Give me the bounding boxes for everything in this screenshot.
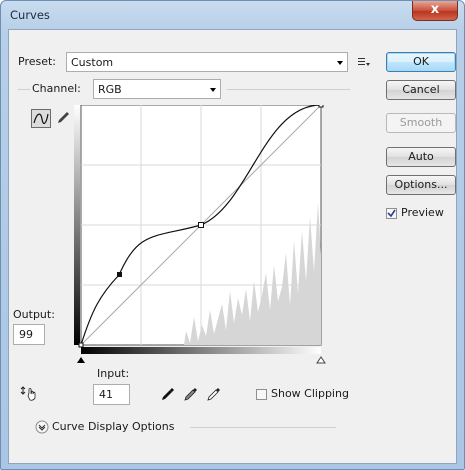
input-label: Input: bbox=[97, 367, 130, 380]
white-point-slider-icon[interactable] bbox=[316, 356, 326, 364]
close-icon: x bbox=[430, 2, 440, 17]
curve-point-tool-button[interactable] bbox=[31, 109, 51, 128]
targeted-adjustment-icon[interactable] bbox=[20, 385, 40, 403]
curve-display-options-line bbox=[190, 427, 336, 428]
preset-dropdown[interactable]: Custom bbox=[66, 52, 348, 72]
output-label: Output: bbox=[13, 308, 55, 321]
auto-button[interactable]: Auto bbox=[386, 147, 456, 167]
tone-curve[interactable] bbox=[80, 105, 322, 346]
curve-graph[interactable] bbox=[74, 105, 336, 395]
chevron-down-icon bbox=[337, 61, 343, 65]
input-gradient-bar bbox=[81, 347, 321, 354]
preview-label: Preview bbox=[401, 206, 444, 219]
input-field[interactable]: 41 bbox=[93, 384, 130, 405]
dialog-client-area: Preset: Custom Channel: RGB Output: bbox=[8, 29, 457, 464]
window-title: Curves bbox=[10, 8, 50, 22]
preset-menu-icon[interactable] bbox=[357, 56, 371, 68]
output-gradient-bar bbox=[74, 105, 80, 345]
show-clipping-checkbox[interactable] bbox=[256, 389, 267, 400]
channel-dropdown[interactable]: RGB bbox=[93, 79, 221, 99]
smooth-button[interactable]: Smooth bbox=[386, 113, 456, 133]
options-button[interactable]: Options... bbox=[386, 175, 456, 195]
channel-label: Channel: bbox=[32, 82, 81, 95]
channel-value: RGB bbox=[98, 83, 122, 96]
close-button[interactable]: x bbox=[412, 1, 458, 21]
title-bar: Curves x bbox=[1, 1, 464, 29]
curve-point-black[interactable] bbox=[78, 342, 84, 348]
black-eyedropper-icon[interactable] bbox=[159, 385, 177, 403]
output-field[interactable]: 99 bbox=[13, 324, 45, 345]
curve-point-white[interactable] bbox=[318, 105, 324, 108]
expand-chevron-icon[interactable] bbox=[35, 420, 49, 434]
curve-point-tool-icon bbox=[33, 113, 49, 124]
channel-group-line-left bbox=[18, 89, 30, 90]
pencil-tool-icon[interactable] bbox=[55, 110, 71, 126]
black-point-slider-icon[interactable] bbox=[77, 357, 85, 363]
channel-group-line-right bbox=[227, 89, 350, 90]
gray-eyedropper-icon[interactable] bbox=[182, 385, 200, 403]
histogram bbox=[184, 203, 321, 345]
checkmark-icon bbox=[387, 209, 396, 218]
curve-point-selected[interactable] bbox=[117, 272, 122, 277]
show-clipping-label: Show Clipping bbox=[271, 387, 349, 400]
ok-button[interactable]: OK bbox=[386, 52, 456, 72]
white-eyedropper-icon[interactable] bbox=[205, 385, 223, 403]
preview-checkbox[interactable] bbox=[386, 208, 397, 219]
chevron-down-icon bbox=[210, 88, 216, 92]
preset-label: Preset: bbox=[18, 55, 57, 68]
curve-point[interactable] bbox=[198, 222, 204, 228]
curve-display-options-label[interactable]: Curve Display Options bbox=[52, 420, 175, 433]
preset-value: Custom bbox=[71, 56, 114, 69]
cancel-button[interactable]: Cancel bbox=[386, 80, 456, 100]
output-value: 99 bbox=[19, 328, 33, 341]
input-value: 41 bbox=[99, 388, 113, 401]
